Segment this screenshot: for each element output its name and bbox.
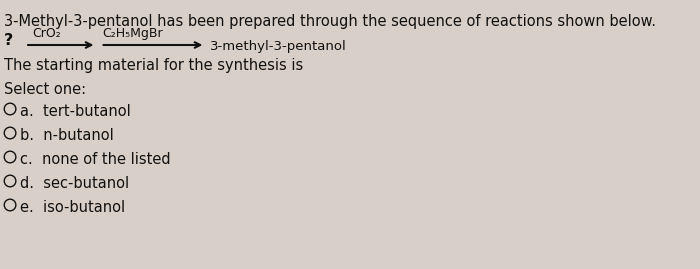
Text: 3-methyl-3-pentanol: 3-methyl-3-pentanol bbox=[209, 40, 346, 53]
Text: c.  none of the listed: c. none of the listed bbox=[20, 152, 171, 167]
Point bbox=[4, 203, 15, 207]
Text: Select one:: Select one: bbox=[4, 82, 86, 97]
Point bbox=[4, 179, 15, 183]
Text: b.  n-butanol: b. n-butanol bbox=[20, 128, 114, 143]
Point bbox=[4, 155, 15, 159]
Text: The starting material for the synthesis is: The starting material for the synthesis … bbox=[4, 58, 303, 73]
Text: a.  tert-butanol: a. tert-butanol bbox=[20, 104, 131, 119]
Text: CrO₂: CrO₂ bbox=[32, 27, 61, 40]
Text: C₂H₅MgBr: C₂H₅MgBr bbox=[102, 27, 163, 40]
Text: 3-Methyl-3-pentanol has been prepared through the sequence of reactions shown be: 3-Methyl-3-pentanol has been prepared th… bbox=[4, 14, 656, 29]
Point bbox=[4, 107, 15, 111]
Text: ?: ? bbox=[4, 33, 13, 48]
Point bbox=[4, 131, 15, 135]
Text: d.  sec-butanol: d. sec-butanol bbox=[20, 176, 130, 191]
Text: e.  iso-butanol: e. iso-butanol bbox=[20, 200, 125, 215]
